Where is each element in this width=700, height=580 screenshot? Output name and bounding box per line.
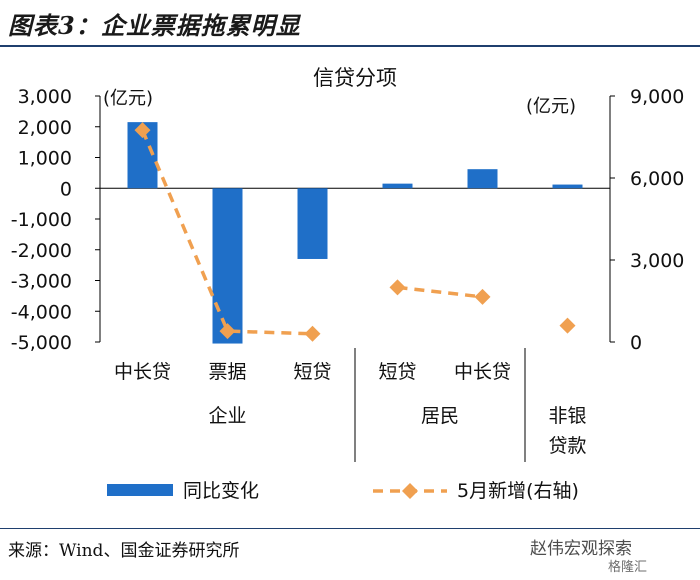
- watermark-logo: 格隆汇: [608, 560, 648, 575]
- line-point-3: [304, 325, 321, 342]
- group-label: 居民: [421, 405, 459, 427]
- category-label: 中长贷: [114, 361, 171, 383]
- category-label: 短贷: [378, 361, 416, 383]
- watermark-text: 赵伟宏观探索: [530, 539, 632, 559]
- left-tick-label: -3,000: [11, 271, 72, 293]
- bar-5: [467, 169, 498, 189]
- bar-3: [297, 188, 328, 259]
- category-label: 中长贷: [454, 361, 511, 383]
- line-point-4: [389, 279, 406, 296]
- bar-4: [382, 183, 413, 189]
- source-note: 来源：Wind、国金证券研究所: [8, 541, 240, 561]
- legend-bar-swatch: [107, 484, 173, 496]
- left-tick-label: 0: [60, 178, 72, 200]
- bar-6: [552, 184, 583, 189]
- line-point-1: [134, 122, 151, 139]
- line-point-2: [219, 323, 236, 340]
- line-segment-1: [140, 129, 313, 336]
- legend-line-label: 5月新增(右轴): [457, 480, 579, 502]
- legend-line-marker: [402, 483, 418, 499]
- right-tick-label: 0: [630, 332, 642, 354]
- left-tick-label: -4,000: [11, 301, 72, 323]
- line-point-6: [559, 317, 576, 334]
- left-axis-unit: (亿元): [103, 88, 153, 109]
- left-tick-label: -5,000: [11, 332, 72, 354]
- left-tick-label: 1,000: [18, 148, 72, 170]
- page-title: 图表3：企业票据拖累明显: [8, 11, 301, 40]
- right-axis-unit: (亿元): [526, 96, 576, 117]
- chart-title: 信贷分项: [313, 66, 397, 90]
- right-tick-label: 3,000: [630, 250, 684, 272]
- category-label: 票据: [208, 361, 246, 383]
- group-label: 企业: [208, 405, 246, 427]
- right-tick-label: 9,000: [630, 86, 684, 108]
- footer-divider: [0, 528, 700, 529]
- line-point-5: [474, 288, 491, 305]
- group-label: 贷款: [548, 435, 586, 457]
- category-label: 短贷: [293, 361, 331, 383]
- credit-chart: 信贷分项 (亿元) (亿元) 3,000 2,000 1,000 0 -1,000 -2,000…: [11, 66, 685, 502]
- header-divider: [0, 45, 700, 47]
- group-label: 非银: [548, 405, 586, 427]
- left-tick-label: 2,000: [18, 117, 72, 139]
- left-tick-label: 3,000: [18, 86, 72, 108]
- legend-bar-label: 同比变化: [183, 480, 259, 502]
- left-tick-label: -1,000: [11, 209, 72, 231]
- bar-2: [212, 188, 243, 344]
- line-segment-2: [397, 285, 483, 299]
- left-tick-label: -2,000: [11, 240, 72, 262]
- right-tick-label: 6,000: [630, 168, 684, 190]
